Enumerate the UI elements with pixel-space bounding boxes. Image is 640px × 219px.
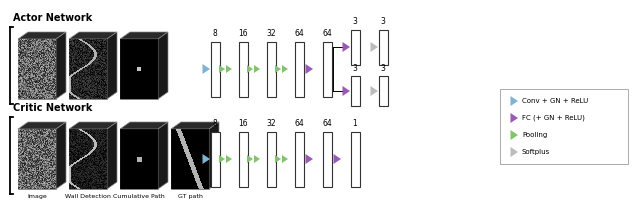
Polygon shape — [69, 32, 117, 39]
Text: 3: 3 — [353, 64, 357, 73]
Polygon shape — [18, 39, 56, 99]
Polygon shape — [266, 131, 275, 187]
Text: 64: 64 — [294, 30, 304, 39]
Polygon shape — [333, 154, 341, 164]
Text: Cumulative Path: Cumulative Path — [113, 194, 165, 199]
Polygon shape — [202, 154, 210, 164]
Polygon shape — [511, 96, 518, 106]
Polygon shape — [69, 122, 117, 129]
Polygon shape — [211, 131, 220, 187]
Text: 32: 32 — [266, 30, 276, 39]
Polygon shape — [247, 155, 253, 163]
Polygon shape — [211, 41, 220, 97]
Polygon shape — [323, 41, 332, 97]
Text: Actor Network: Actor Network — [13, 13, 92, 23]
Polygon shape — [171, 122, 219, 129]
Text: 64: 64 — [294, 120, 304, 129]
Text: 3: 3 — [353, 18, 357, 26]
Text: 64: 64 — [322, 30, 332, 39]
Text: 3: 3 — [381, 18, 385, 26]
Polygon shape — [294, 41, 303, 97]
Polygon shape — [56, 122, 66, 189]
Text: Critic Network: Critic Network — [13, 103, 92, 113]
Polygon shape — [158, 122, 168, 189]
Text: GT path: GT path — [177, 194, 202, 199]
Polygon shape — [351, 76, 360, 106]
Polygon shape — [226, 155, 232, 163]
Polygon shape — [18, 122, 66, 129]
Polygon shape — [294, 131, 303, 187]
Text: 8: 8 — [212, 30, 218, 39]
Polygon shape — [219, 155, 225, 163]
Polygon shape — [266, 41, 275, 97]
Text: 16: 16 — [238, 120, 248, 129]
Polygon shape — [120, 122, 168, 129]
Text: 32: 32 — [266, 120, 276, 129]
Polygon shape — [500, 89, 628, 164]
Polygon shape — [371, 86, 378, 96]
Polygon shape — [378, 30, 387, 65]
Polygon shape — [282, 155, 288, 163]
Polygon shape — [247, 65, 253, 73]
Polygon shape — [282, 65, 288, 73]
Text: Conv + GN + ReLU: Conv + GN + ReLU — [522, 98, 588, 104]
Polygon shape — [239, 41, 248, 97]
Polygon shape — [323, 131, 332, 187]
Polygon shape — [226, 65, 232, 73]
Polygon shape — [351, 131, 360, 187]
Polygon shape — [254, 155, 260, 163]
Text: 64: 64 — [322, 120, 332, 129]
Text: Softplus: Softplus — [522, 149, 550, 155]
Polygon shape — [511, 130, 518, 140]
Polygon shape — [158, 32, 168, 99]
Polygon shape — [69, 129, 107, 189]
Polygon shape — [351, 30, 360, 65]
Polygon shape — [305, 154, 313, 164]
Text: FC (+ GN + ReLU): FC (+ GN + ReLU) — [522, 115, 585, 121]
Polygon shape — [342, 42, 350, 52]
Polygon shape — [18, 129, 56, 189]
Polygon shape — [305, 64, 313, 74]
Polygon shape — [511, 113, 518, 123]
Polygon shape — [378, 76, 387, 106]
Polygon shape — [120, 39, 158, 99]
Polygon shape — [371, 42, 378, 52]
Text: Pooling: Pooling — [522, 132, 547, 138]
Polygon shape — [120, 129, 158, 189]
Polygon shape — [202, 64, 210, 74]
Text: 1: 1 — [353, 120, 357, 129]
Text: Wall Detection: Wall Detection — [65, 194, 111, 199]
Polygon shape — [209, 122, 219, 189]
Polygon shape — [275, 65, 281, 73]
Polygon shape — [107, 32, 117, 99]
Polygon shape — [107, 122, 117, 189]
Polygon shape — [275, 155, 281, 163]
Polygon shape — [120, 32, 168, 39]
Text: 16: 16 — [238, 30, 248, 39]
Polygon shape — [56, 32, 66, 99]
Text: 3: 3 — [381, 64, 385, 73]
Polygon shape — [342, 86, 350, 96]
Polygon shape — [219, 65, 225, 73]
Polygon shape — [239, 131, 248, 187]
Text: 8: 8 — [212, 120, 218, 129]
Polygon shape — [171, 129, 209, 189]
Text: Image: Image — [27, 194, 47, 199]
Polygon shape — [254, 65, 260, 73]
Polygon shape — [69, 39, 107, 99]
Polygon shape — [511, 147, 518, 157]
Polygon shape — [18, 32, 66, 39]
